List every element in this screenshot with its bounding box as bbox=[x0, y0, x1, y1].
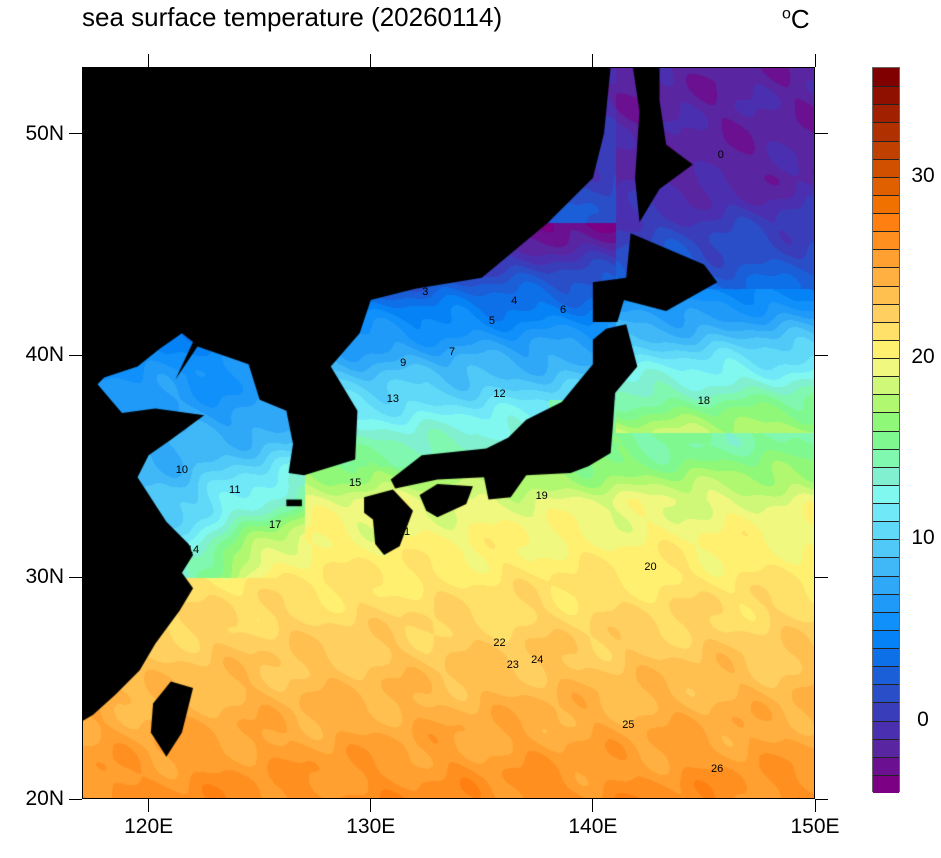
colorbar-bin bbox=[873, 339, 899, 358]
colorbar-bin bbox=[873, 448, 899, 467]
lat-tick bbox=[69, 798, 82, 800]
lon-tick bbox=[148, 799, 150, 812]
lon-tick-label: 120E bbox=[124, 815, 174, 838]
contour-label: 25 bbox=[622, 718, 635, 731]
contour-label: 26 bbox=[711, 763, 724, 776]
lat-tick-label: 40N bbox=[25, 343, 64, 367]
lat-tick-right bbox=[815, 798, 828, 800]
colorbar-bin bbox=[873, 575, 899, 594]
colorbar-bin bbox=[873, 720, 899, 739]
lat-tick-label: 20N bbox=[25, 787, 64, 810]
lon-tick-label: 140E bbox=[568, 815, 618, 838]
contour-label: 0 bbox=[717, 148, 724, 161]
contour-label: 18 bbox=[697, 394, 710, 407]
colorbar-bin bbox=[873, 611, 899, 630]
colorbar-bin bbox=[873, 122, 899, 141]
colorbar-tick-label: 10 bbox=[911, 526, 935, 550]
contour-label: 3 bbox=[422, 286, 429, 299]
colorbar-bin bbox=[873, 666, 899, 685]
colorbar-bin bbox=[873, 104, 899, 123]
colorbar-bin bbox=[873, 539, 899, 558]
sst-map: 2 3 4 5 6 7 9 10 11 13 12 14 15 18 19 20 21 22 23 24 25 26 0 17 bbox=[82, 67, 815, 799]
contour-label: 5 bbox=[488, 315, 496, 328]
map-title: sea surface temperature (20260114) bbox=[82, 2, 503, 32]
lon-tick-top bbox=[370, 54, 372, 67]
colorbar-bin bbox=[873, 557, 899, 576]
colorbar-bin bbox=[873, 194, 899, 213]
degree-symbol: o bbox=[782, 5, 791, 23]
lon-tick bbox=[370, 799, 372, 812]
lon-tick bbox=[592, 799, 594, 812]
unit-text: C bbox=[790, 4, 810, 34]
contour-label: 11 bbox=[229, 483, 241, 496]
lat-tick bbox=[69, 576, 82, 578]
colorbar-bin bbox=[873, 231, 899, 250]
colorbar-bin bbox=[873, 213, 899, 232]
contour-label: 23 bbox=[506, 658, 519, 671]
colorbar-tick-label: 20 bbox=[911, 345, 935, 368]
contour-label: 14 bbox=[186, 543, 200, 556]
colorbar-bin bbox=[873, 684, 899, 703]
colorbar-tick-label: 30 bbox=[911, 163, 935, 187]
contour-label: 6 bbox=[560, 304, 567, 316]
lon-tick-top bbox=[148, 54, 150, 67]
colorbar-bin bbox=[873, 756, 899, 775]
colorbar-bin bbox=[873, 176, 899, 195]
contour-label: 13 bbox=[386, 392, 399, 405]
colorbar-bin bbox=[873, 648, 899, 667]
contour-label: 12 bbox=[493, 388, 506, 401]
colorbar-bin bbox=[873, 430, 899, 449]
lon-tick-label: 130E bbox=[346, 815, 396, 838]
colorbar-bin bbox=[873, 484, 899, 503]
colorbar-bin bbox=[873, 521, 899, 540]
colorbar-tick-label: 0 bbox=[917, 707, 929, 731]
units-label: oC bbox=[782, 4, 810, 35]
colorbar-bin bbox=[873, 738, 899, 757]
contour-label: 22 bbox=[493, 636, 506, 649]
contour-label: 20 bbox=[644, 561, 657, 574]
lon-tick bbox=[814, 799, 816, 812]
contour-label: 4 bbox=[511, 295, 518, 308]
contour-label: 10 bbox=[175, 463, 188, 476]
colorbar-bin bbox=[873, 249, 899, 268]
lat-tick bbox=[69, 354, 82, 356]
lat-tick-label: 50N bbox=[25, 121, 64, 145]
lon-tick-top bbox=[814, 54, 816, 67]
contour-label: 15 bbox=[348, 477, 362, 490]
colorbar-bin bbox=[873, 503, 899, 522]
colorbar-bin bbox=[873, 321, 899, 340]
lon-tick-label: 150E bbox=[790, 815, 840, 838]
contour-label: 9 bbox=[400, 357, 407, 370]
colorbar-bin bbox=[873, 412, 899, 431]
colorbar-bin bbox=[873, 140, 899, 159]
contour-label: 19 bbox=[535, 490, 548, 503]
colorbar-bin bbox=[873, 267, 899, 286]
colorbar-bin bbox=[873, 68, 899, 87]
lat-tick bbox=[69, 133, 82, 135]
colorbar-bin bbox=[873, 774, 899, 793]
lat-tick-right bbox=[815, 576, 828, 578]
contour-label: 24 bbox=[531, 654, 544, 667]
colorbar-bin bbox=[873, 376, 899, 395]
colorbar-bin bbox=[873, 466, 899, 485]
colorbar-bin bbox=[873, 629, 899, 648]
colorbar-bin bbox=[873, 702, 899, 721]
colorbar-bin bbox=[873, 394, 899, 413]
colorbar-bin bbox=[873, 358, 899, 377]
colorbar-bin bbox=[873, 303, 899, 322]
contour-label: 7 bbox=[448, 346, 456, 359]
lat-tick-label: 30N bbox=[25, 565, 64, 589]
contour-label: 21 bbox=[397, 525, 411, 538]
contour-label: 17 bbox=[269, 519, 282, 532]
colorbar-bin bbox=[873, 285, 899, 304]
lat-tick-right bbox=[815, 133, 828, 135]
lat-tick-right bbox=[815, 354, 828, 356]
lon-tick-top bbox=[592, 54, 594, 67]
contour-label: 2 bbox=[495, 173, 502, 186]
colorbar-bin bbox=[873, 158, 899, 177]
colorbar bbox=[872, 67, 900, 793]
sst-field bbox=[83, 68, 814, 798]
colorbar-bin bbox=[873, 86, 899, 105]
colorbar-bin bbox=[873, 593, 899, 612]
